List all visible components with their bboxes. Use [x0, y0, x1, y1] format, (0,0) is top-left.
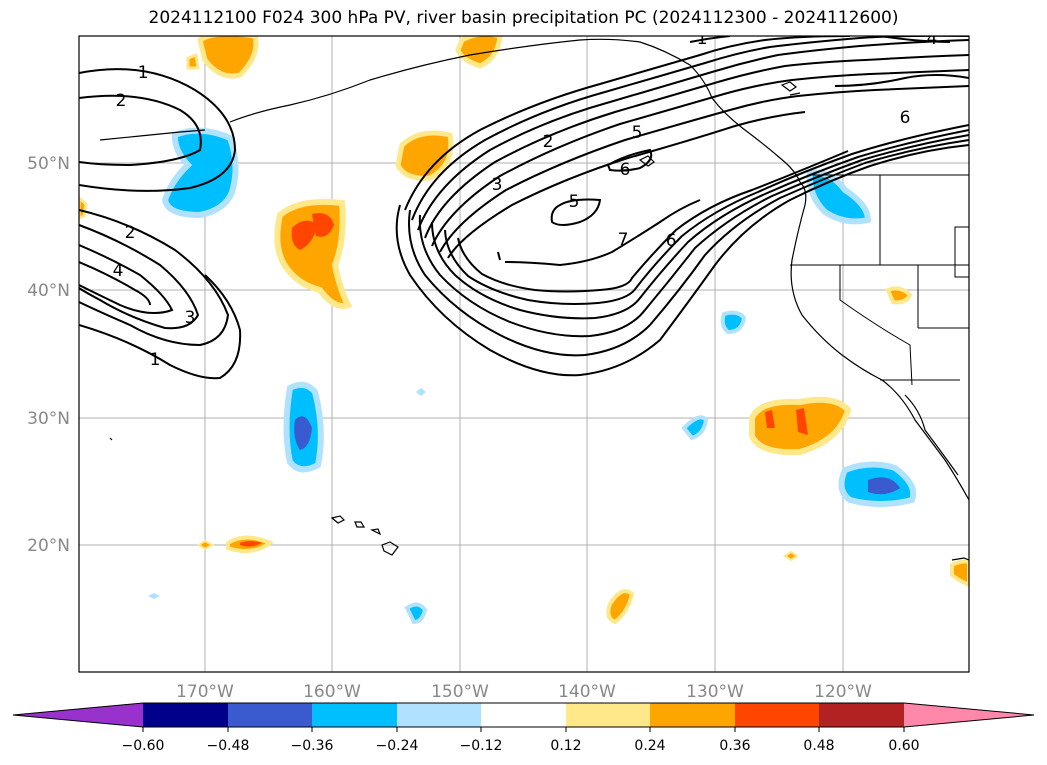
- colorbar-swatch: [566, 703, 650, 727]
- contour-label: 5: [632, 123, 643, 143]
- precip-pos-area: [197, 36, 259, 79]
- colorbar-tick-label: 0.36: [719, 738, 750, 754]
- precip-strong-area: [291, 220, 318, 250]
- colorbar-tick-label: −0.60: [122, 738, 165, 754]
- contour-label: 3: [185, 308, 196, 328]
- lon-label: 170°W: [176, 682, 234, 702]
- lon-label: 160°W: [303, 682, 361, 702]
- contour-label: 2: [116, 91, 127, 111]
- colorbar-swatch: [819, 703, 904, 727]
- lon-label: 150°W: [431, 682, 489, 702]
- precip-pos-area: [783, 550, 799, 562]
- precip-neg-area: [681, 415, 709, 441]
- lat-label: 30°N: [27, 409, 70, 429]
- colorbar-tick-label: 0.48: [803, 738, 834, 754]
- colorbar-swatch: [481, 703, 566, 727]
- precip-strong-area: [312, 213, 334, 237]
- precip-pos-area: [950, 559, 969, 588]
- precip-pos-area: [606, 589, 635, 625]
- precip-shading: [79, 36, 969, 625]
- contour-label: 4: [113, 261, 124, 281]
- lat-label: 40°N: [27, 281, 70, 301]
- colorbar-swatch: [735, 703, 819, 727]
- precip-pos-area: [455, 36, 503, 69]
- precip-neg-area: [720, 310, 747, 335]
- colorbar-tick-label: −0.36: [291, 738, 334, 754]
- contour-label: 5: [569, 192, 580, 212]
- colorbar-tick-label: 0.60: [888, 738, 919, 754]
- lat-label: 50°N: [27, 154, 70, 174]
- colorbar: −0.60 −0.48 −0.36 −0.24 −0.12 0.12 0.24 …: [12, 702, 1035, 754]
- contour-label: 3: [492, 175, 503, 195]
- colorbar-extend-low: [13, 703, 143, 727]
- precip-pos-area: [186, 52, 200, 70]
- colorbar-swatch: [228, 703, 312, 727]
- lat-label: 20°N: [27, 536, 70, 556]
- contour-label: 1: [138, 63, 149, 83]
- colorbar-swatch: [312, 703, 397, 727]
- precip-neg-strong: [294, 416, 312, 450]
- contour-labels: 1 2 2 4 3 1 2 3 5 6 5 7 6 6 1 4: [113, 29, 938, 370]
- precip-pos-area: [79, 196, 88, 220]
- lon-label: 140°W: [558, 682, 616, 702]
- contour-label: 2: [543, 132, 554, 152]
- lon-labels: 170°W 160°W 150°W 140°W 130°W 120°W: [176, 682, 872, 702]
- precip-strong-area: [240, 541, 262, 547]
- colorbar-tick-label: −0.24: [376, 738, 419, 754]
- contour-label: 6: [620, 160, 631, 180]
- contour-label: 2: [125, 223, 136, 243]
- contour-label: 6: [666, 231, 677, 251]
- contour-label: 1: [150, 350, 161, 370]
- pv-contours: [79, 36, 969, 380]
- colorbar-extend-high: [904, 703, 1034, 727]
- colorbar-tick-label: −0.48: [207, 738, 250, 754]
- precip-neg-area: [404, 602, 428, 625]
- colorbar-tick-label: 0.24: [634, 738, 665, 754]
- contour-label: 7: [618, 230, 629, 250]
- lon-label: 120°W: [814, 682, 872, 702]
- colorbar-tick-label: 0.12: [550, 738, 581, 754]
- colorbar-swatch: [650, 703, 735, 727]
- contour-label: 4: [927, 29, 938, 49]
- precip-neg-area: [416, 388, 426, 396]
- precip-neg-strong: [868, 477, 900, 495]
- lat-labels: 50°N 40°N 30°N 20°N: [27, 154, 70, 556]
- colorbar-swatch: [397, 703, 481, 727]
- colorbar-swatch: [143, 703, 228, 727]
- precip-neg-area: [148, 593, 160, 599]
- contour-label: 6: [900, 108, 911, 128]
- precip-pos-area: [395, 130, 454, 181]
- precip-pos-area: [885, 286, 913, 305]
- map-frame: [78, 35, 970, 673]
- colorbar-tick-label: −0.12: [460, 738, 503, 754]
- precip-neg-area: [161, 127, 239, 219]
- contour-label: 1: [697, 29, 708, 49]
- precip-strong-area: [765, 410, 775, 428]
- precip-pos-area: [197, 539, 215, 551]
- lon-label: 130°W: [686, 682, 744, 702]
- precip-strong-area: [796, 408, 808, 435]
- map-title: 2024112100 F024 300 hPa PV, river basin …: [148, 8, 899, 28]
